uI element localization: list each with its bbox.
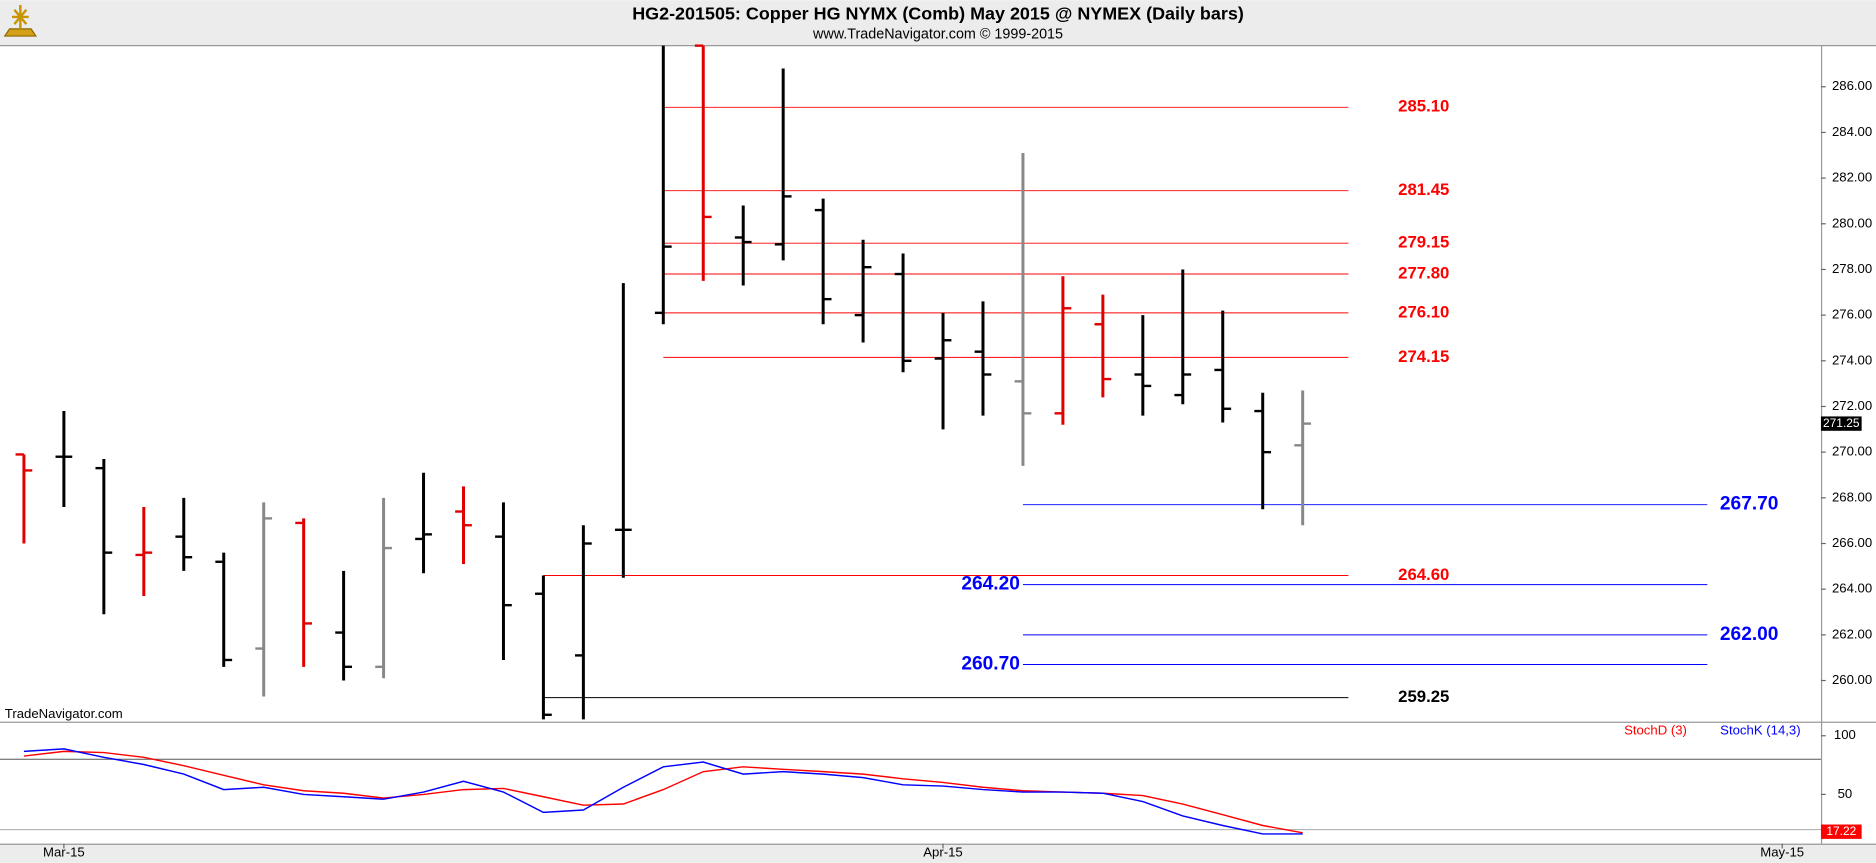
level-label: 285.10 [1398, 97, 1449, 116]
last-value-box [1820, 824, 1862, 839]
last-price-label: 271.25 [1823, 416, 1860, 430]
x-tick-label: May-15 [1760, 845, 1804, 860]
y-tick-label: 278.00 [1832, 261, 1872, 276]
level-label: 264.60 [1398, 565, 1449, 584]
last-value-label: 17.22 [1826, 824, 1856, 838]
y-tick-label: 274.00 [1832, 352, 1872, 367]
x-tick-label: Mar-15 [43, 845, 85, 860]
y-tick-label: 270.00 [1832, 444, 1872, 459]
level-label: 264.20 [961, 574, 1019, 595]
y-tick-label: 272.00 [1832, 398, 1872, 413]
y-tick-label: 100 [1834, 727, 1856, 742]
y-tick-label: 276.00 [1832, 307, 1872, 322]
y-tick-label: 282.00 [1832, 170, 1872, 185]
level-label: 276.10 [1398, 302, 1449, 321]
level-label: 277.80 [1398, 263, 1449, 282]
logo [3, 4, 38, 37]
level-label: 274.15 [1398, 347, 1449, 366]
y-tick-label: 260.00 [1832, 672, 1872, 687]
x-tick-label: Apr-15 [923, 845, 963, 860]
stoch-line [23, 750, 1303, 834]
chart-title: HG2-201505: Copper HG NYMX (Comb) May 20… [632, 3, 1244, 23]
y-tick-label: 268.00 [1832, 489, 1872, 504]
y-tick-label: 50 [1838, 786, 1853, 801]
level-label: 281.45 [1398, 180, 1449, 199]
last-price-box [1820, 416, 1862, 431]
watermark: TradeNavigator.com [5, 706, 123, 721]
stoch-line [23, 748, 1303, 835]
legend-entry: StochK (14,3) [1720, 723, 1800, 738]
y-tick-label: 264.00 [1832, 581, 1872, 596]
y-tick-label: 262.00 [1832, 626, 1872, 641]
level-label: 267.70 [1720, 494, 1779, 515]
level-label: 262.00 [1720, 624, 1779, 645]
level-label: 260.70 [961, 654, 1019, 675]
y-tick-label: 266.00 [1832, 535, 1872, 550]
level-label: 279.15 [1398, 233, 1449, 252]
level-label: 259.25 [1398, 687, 1449, 706]
legend-entry: StochD (3) [1624, 723, 1687, 738]
header-bg [0, 0, 1876, 46]
y-tick-label: 286.00 [1832, 78, 1872, 93]
y-tick-label: 284.00 [1832, 124, 1872, 139]
y-tick-label: 280.00 [1832, 215, 1872, 230]
chart-subtitle: www.TradeNavigator.com © 1999-2015 [812, 27, 1063, 43]
date-row-bg [0, 843, 1876, 863]
